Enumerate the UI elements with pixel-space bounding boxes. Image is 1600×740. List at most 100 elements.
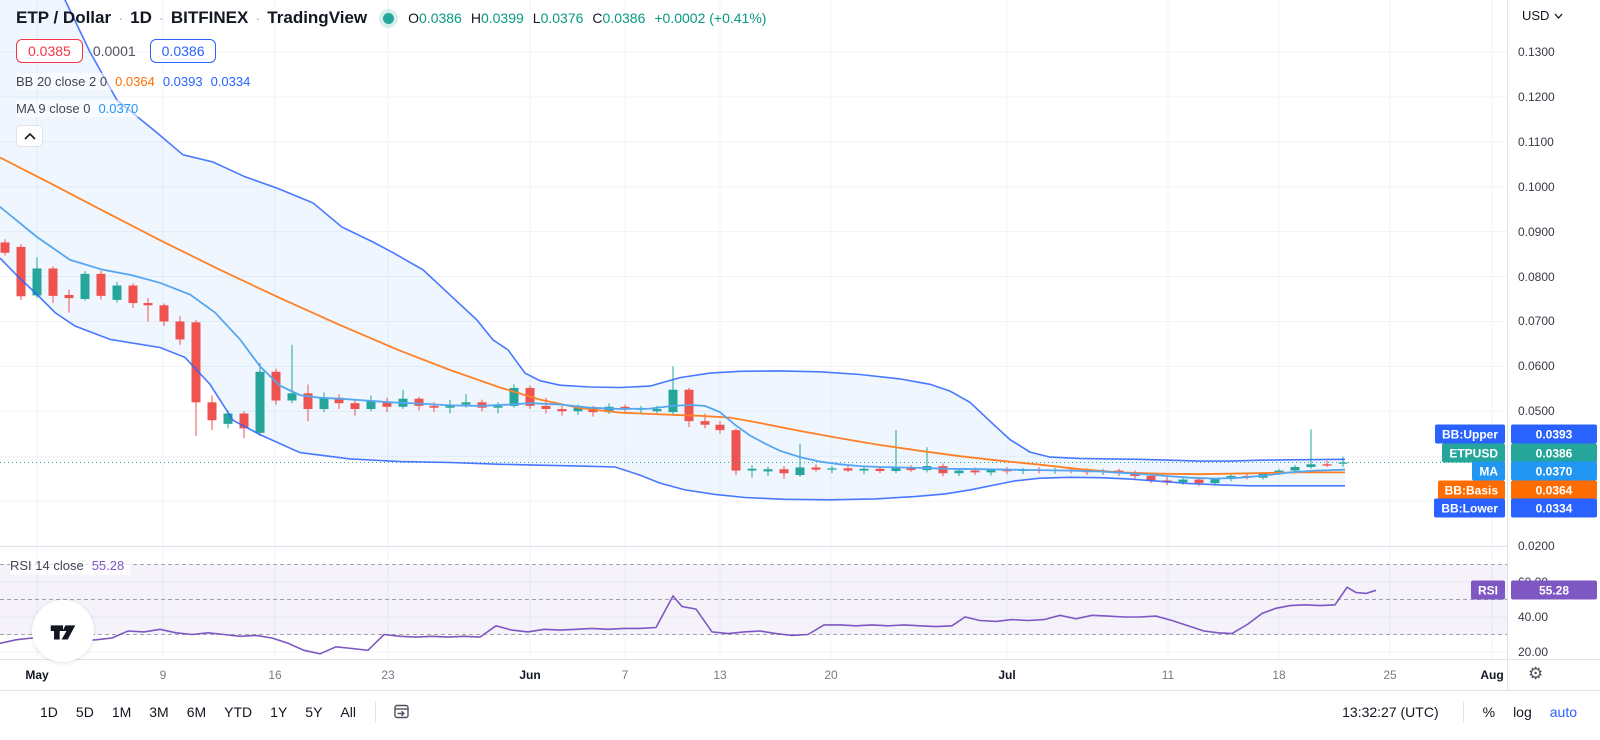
log-scale-button[interactable]: log bbox=[1513, 703, 1532, 720]
candle bbox=[811, 467, 821, 470]
candle bbox=[875, 468, 885, 472]
rsi-value-label: 55.28 bbox=[1511, 580, 1597, 600]
candle bbox=[191, 322, 201, 403]
rsi-value: 55.28 bbox=[91, 558, 125, 573]
time-axis-label: 20 bbox=[824, 668, 838, 682]
time-axis-label: Aug bbox=[1480, 668, 1504, 682]
candle bbox=[731, 430, 741, 471]
candle bbox=[668, 389, 678, 413]
candle bbox=[1338, 462, 1348, 464]
range-button-5d[interactable]: 5D bbox=[75, 703, 94, 720]
bb-basis-value: 0.0364 bbox=[115, 74, 155, 89]
range-button-1m[interactable]: 1M bbox=[111, 703, 132, 720]
candle bbox=[223, 413, 233, 424]
candle bbox=[1290, 466, 1300, 471]
title-separator: · bbox=[118, 9, 124, 27]
candle bbox=[970, 470, 980, 473]
candle bbox=[779, 469, 789, 474]
ask-button[interactable]: 0.0386 bbox=[149, 39, 217, 63]
calendar-icon bbox=[394, 704, 409, 719]
bb-legend-row[interactable]: BB 20 close 2 0 0.0364 0.0393 0.0334 bbox=[16, 73, 254, 90]
candle bbox=[159, 305, 169, 322]
bid-button[interactable]: 0.0385 bbox=[16, 39, 83, 63]
range-button-all[interactable]: All bbox=[340, 703, 356, 720]
candle bbox=[1130, 473, 1140, 476]
open-value: 0.0386 bbox=[419, 10, 462, 26]
go-to-date-button[interactable] bbox=[386, 702, 417, 721]
ma-value: 0.0370 bbox=[98, 101, 139, 116]
candle bbox=[1146, 475, 1156, 481]
collapse-legend-button[interactable] bbox=[16, 125, 43, 147]
interval-label[interactable]: 1D bbox=[130, 8, 152, 27]
candle bbox=[557, 409, 567, 412]
bb-legend-name: BB 20 close 2 0 bbox=[16, 74, 108, 89]
auto-scale-button[interactable]: auto bbox=[1549, 703, 1577, 720]
bb-lower-line bbox=[0, 257, 1345, 501]
candle bbox=[1210, 479, 1220, 484]
ma-line bbox=[0, 206, 1346, 480]
candle bbox=[382, 401, 392, 407]
range-button-3m[interactable]: 3M bbox=[149, 703, 169, 720]
currency-selector[interactable]: USD bbox=[1522, 8, 1563, 23]
time-axis-label: 18 bbox=[1272, 668, 1286, 682]
candle bbox=[334, 397, 344, 404]
candle bbox=[700, 421, 710, 425]
bb-upper-line bbox=[64, 0, 1346, 462]
symbol-title-row: ETP / Dollar · 1D · BITFINEX · TradingVi… bbox=[16, 8, 766, 28]
candle bbox=[429, 405, 439, 408]
range-button-5y[interactable]: 5Y bbox=[305, 703, 323, 720]
price-axis-label: 0.0500 bbox=[1518, 404, 1555, 418]
candle bbox=[843, 468, 853, 471]
clock[interactable]: 13:32:27 (UTC) bbox=[1342, 703, 1439, 720]
title-separator: · bbox=[255, 9, 261, 27]
bb-lower-value-label: 0.0334 bbox=[1511, 498, 1597, 518]
platform-label[interactable]: TradingView bbox=[267, 8, 368, 27]
ohlc-readout: O0.0386 H0.0399 L0.0376 C0.0386 +0.0002 … bbox=[408, 10, 767, 26]
candle bbox=[0, 242, 10, 253]
time-axis-label: 23 bbox=[381, 668, 395, 682]
ma-value-label: 0.0370 bbox=[1511, 461, 1597, 481]
candle bbox=[207, 402, 217, 421]
toolbar-divider bbox=[374, 700, 376, 723]
etpusd-value-label: 0.0386 bbox=[1511, 443, 1597, 463]
bb-upper-value: 0.0393 bbox=[162, 74, 203, 89]
candle bbox=[366, 401, 376, 410]
time-axis-label: 16 bbox=[268, 668, 282, 682]
price-axis-label: 0.0200 bbox=[1518, 539, 1555, 553]
candle bbox=[48, 268, 58, 296]
candle bbox=[239, 413, 249, 429]
candle bbox=[112, 285, 122, 300]
chart-header: ETP / Dollar · 1D · BITFINEX · TradingVi… bbox=[16, 8, 766, 147]
bottom-toolbar: 1D 5D 1M 3M 6M YTD 1Y 5Y All 13:32:27 (UTC) % lo… bbox=[0, 690, 1600, 740]
candle bbox=[859, 468, 869, 471]
etpusd-name-tag: ETPUSD bbox=[1442, 443, 1505, 463]
chart-canvas[interactable] bbox=[0, 0, 1507, 659]
tradingview-logo-icon bbox=[50, 625, 76, 640]
candle bbox=[954, 470, 964, 474]
time-axis-label: Jun bbox=[519, 668, 541, 682]
gear-icon[interactable]: ⚙ bbox=[1528, 664, 1544, 683]
chevron-up-icon bbox=[23, 132, 36, 140]
time-axis[interactable]: ⚙ May 9 16 23 Jun 7 13 20 Jul 11 18 25 Aug bbox=[0, 659, 1600, 690]
price-axis[interactable]: USD 0.1300 0.1200 0.1100 0.1000 0.0900 0.0800… bbox=[1507, 0, 1600, 659]
candle bbox=[80, 273, 90, 300]
candle bbox=[414, 398, 424, 406]
tradingview-logo[interactable] bbox=[32, 600, 94, 662]
range-button-ytd[interactable]: YTD bbox=[224, 703, 253, 720]
candle bbox=[891, 467, 901, 472]
ma-legend-row[interactable]: MA 9 close 0 0.0370 bbox=[16, 100, 142, 117]
range-buttons: 1D 5D 1M 3M 6M YTD 1Y 5Y All bbox=[10, 699, 417, 725]
price-axis-label: 0.0600 bbox=[1518, 359, 1555, 373]
range-button-1y[interactable]: 1Y bbox=[270, 703, 288, 720]
toolbar-divider bbox=[1462, 700, 1464, 723]
price-axis-label: 0.0900 bbox=[1518, 225, 1555, 239]
exchange-label[interactable]: BITFINEX bbox=[170, 8, 249, 27]
time-axis-label: 11 bbox=[1161, 668, 1175, 682]
rsi-legend-row[interactable]: RSI 14 close 55.28 bbox=[10, 556, 131, 575]
percent-scale-button[interactable]: % bbox=[1482, 703, 1496, 720]
rsi-axis-label: 40.00 bbox=[1518, 610, 1549, 624]
range-button-1d[interactable]: 1D bbox=[40, 703, 58, 720]
candle bbox=[143, 303, 153, 306]
range-button-6m[interactable]: 6M bbox=[186, 703, 207, 720]
symbol-title[interactable]: ETP / Dollar bbox=[16, 8, 112, 27]
